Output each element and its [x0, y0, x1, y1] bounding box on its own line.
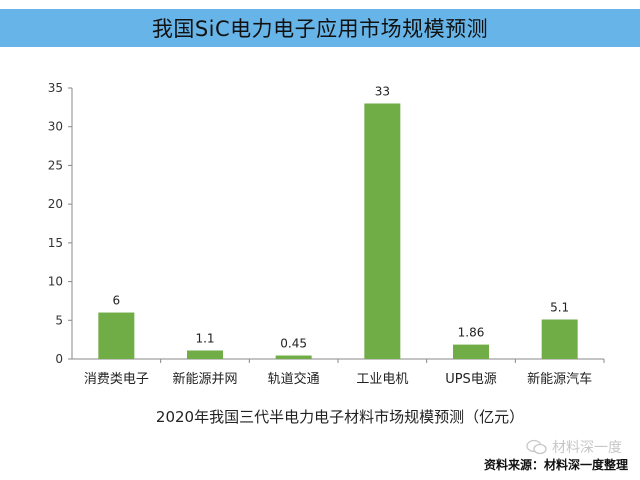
data-label: 1.1	[195, 331, 214, 345]
source-note: 资料来源：材料深一度整理	[483, 458, 628, 472]
x-tick-label: 轨道交通	[268, 371, 320, 387]
data-label: 33	[375, 84, 390, 98]
x-tick-label: 消费类电子	[84, 372, 149, 387]
y-tick-label: 0	[55, 352, 63, 366]
bar	[364, 103, 401, 359]
y-tick-label: 35	[48, 81, 63, 95]
x-tick-label: 新能源汽车	[527, 371, 592, 387]
data-label: 0.45	[280, 337, 307, 351]
bar	[453, 344, 489, 359]
data-label: 5.1	[550, 301, 569, 315]
y-tick-label: 15	[48, 236, 63, 250]
y-tick-label: 10	[48, 275, 63, 289]
x-axis-caption: 2020年我国三代半电力电子材料市场规模预测（亿元）	[155, 408, 525, 426]
data-label: 1.86	[458, 326, 485, 340]
bar	[187, 350, 223, 359]
bar	[541, 319, 578, 359]
y-tick-label: 5	[55, 313, 63, 327]
bar	[98, 312, 135, 359]
bar	[275, 355, 312, 359]
y-tick-label: 30	[48, 120, 63, 134]
x-tick-label: UPS电源	[445, 372, 497, 387]
data-label: 6	[113, 294, 121, 308]
y-tick-label: 25	[48, 158, 63, 172]
y-tick-label: 20	[48, 197, 63, 211]
watermark: 材料深一度	[526, 437, 622, 457]
wechat-icon	[526, 439, 547, 455]
x-tick-label: 新能源并网	[172, 371, 237, 387]
watermark-text: 材料深一度	[552, 440, 622, 456]
title-banner: 我国SiC电力电子应用市场规模预测	[0, 9, 640, 47]
x-tick-label: 工业电机	[356, 372, 408, 387]
chart-title: 我国SiC电力电子应用市场规模预测	[151, 17, 489, 41]
